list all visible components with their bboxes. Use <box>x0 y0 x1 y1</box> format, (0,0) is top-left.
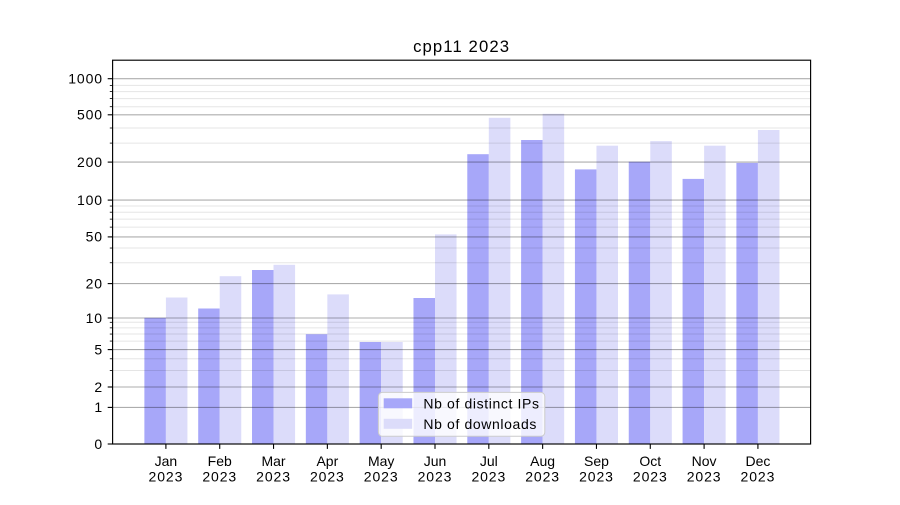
svg-text:2023: 2023 <box>471 469 506 485</box>
svg-text:Jul: Jul <box>480 453 498 469</box>
svg-text:2023: 2023 <box>364 469 399 485</box>
svg-text:0: 0 <box>94 436 103 452</box>
svg-text:Feb: Feb <box>208 453 232 469</box>
svg-text:1000: 1000 <box>68 71 103 87</box>
svg-text:2023: 2023 <box>525 469 560 485</box>
svg-text:Jun: Jun <box>424 453 447 469</box>
svg-text:2023: 2023 <box>310 469 345 485</box>
svg-text:10: 10 <box>86 310 103 326</box>
svg-text:2023: 2023 <box>687 469 722 485</box>
svg-text:Nov: Nov <box>692 453 717 469</box>
svg-text:Apr: Apr <box>316 453 338 469</box>
svg-text:100: 100 <box>77 192 103 208</box>
svg-text:20: 20 <box>86 275 103 291</box>
svg-text:Jan: Jan <box>155 453 178 469</box>
svg-text:2023: 2023 <box>633 469 668 485</box>
svg-text:May: May <box>368 453 394 469</box>
svg-text:Nb of downloads: Nb of downloads <box>423 416 537 432</box>
svg-text:1: 1 <box>94 399 103 415</box>
svg-text:200: 200 <box>77 154 103 170</box>
svg-text:Nb of distinct IPs: Nb of distinct IPs <box>423 396 539 412</box>
svg-text:2023: 2023 <box>418 469 453 485</box>
svg-text:2023: 2023 <box>149 469 184 485</box>
svg-text:Sep: Sep <box>584 453 609 469</box>
svg-text:5: 5 <box>94 341 103 357</box>
svg-text:2023: 2023 <box>741 469 776 485</box>
svg-text:2023: 2023 <box>579 469 614 485</box>
svg-text:2023: 2023 <box>256 469 291 485</box>
svg-text:50: 50 <box>86 229 103 245</box>
svg-text:500: 500 <box>77 107 103 123</box>
svg-text:Aug: Aug <box>530 453 555 469</box>
svg-text:Dec: Dec <box>745 453 770 469</box>
svg-text:cpp11 2023: cpp11 2023 <box>413 37 510 56</box>
svg-text:Oct: Oct <box>639 453 661 469</box>
svg-text:2: 2 <box>94 379 103 395</box>
svg-text:Mar: Mar <box>261 453 285 469</box>
svg-text:2023: 2023 <box>202 469 237 485</box>
